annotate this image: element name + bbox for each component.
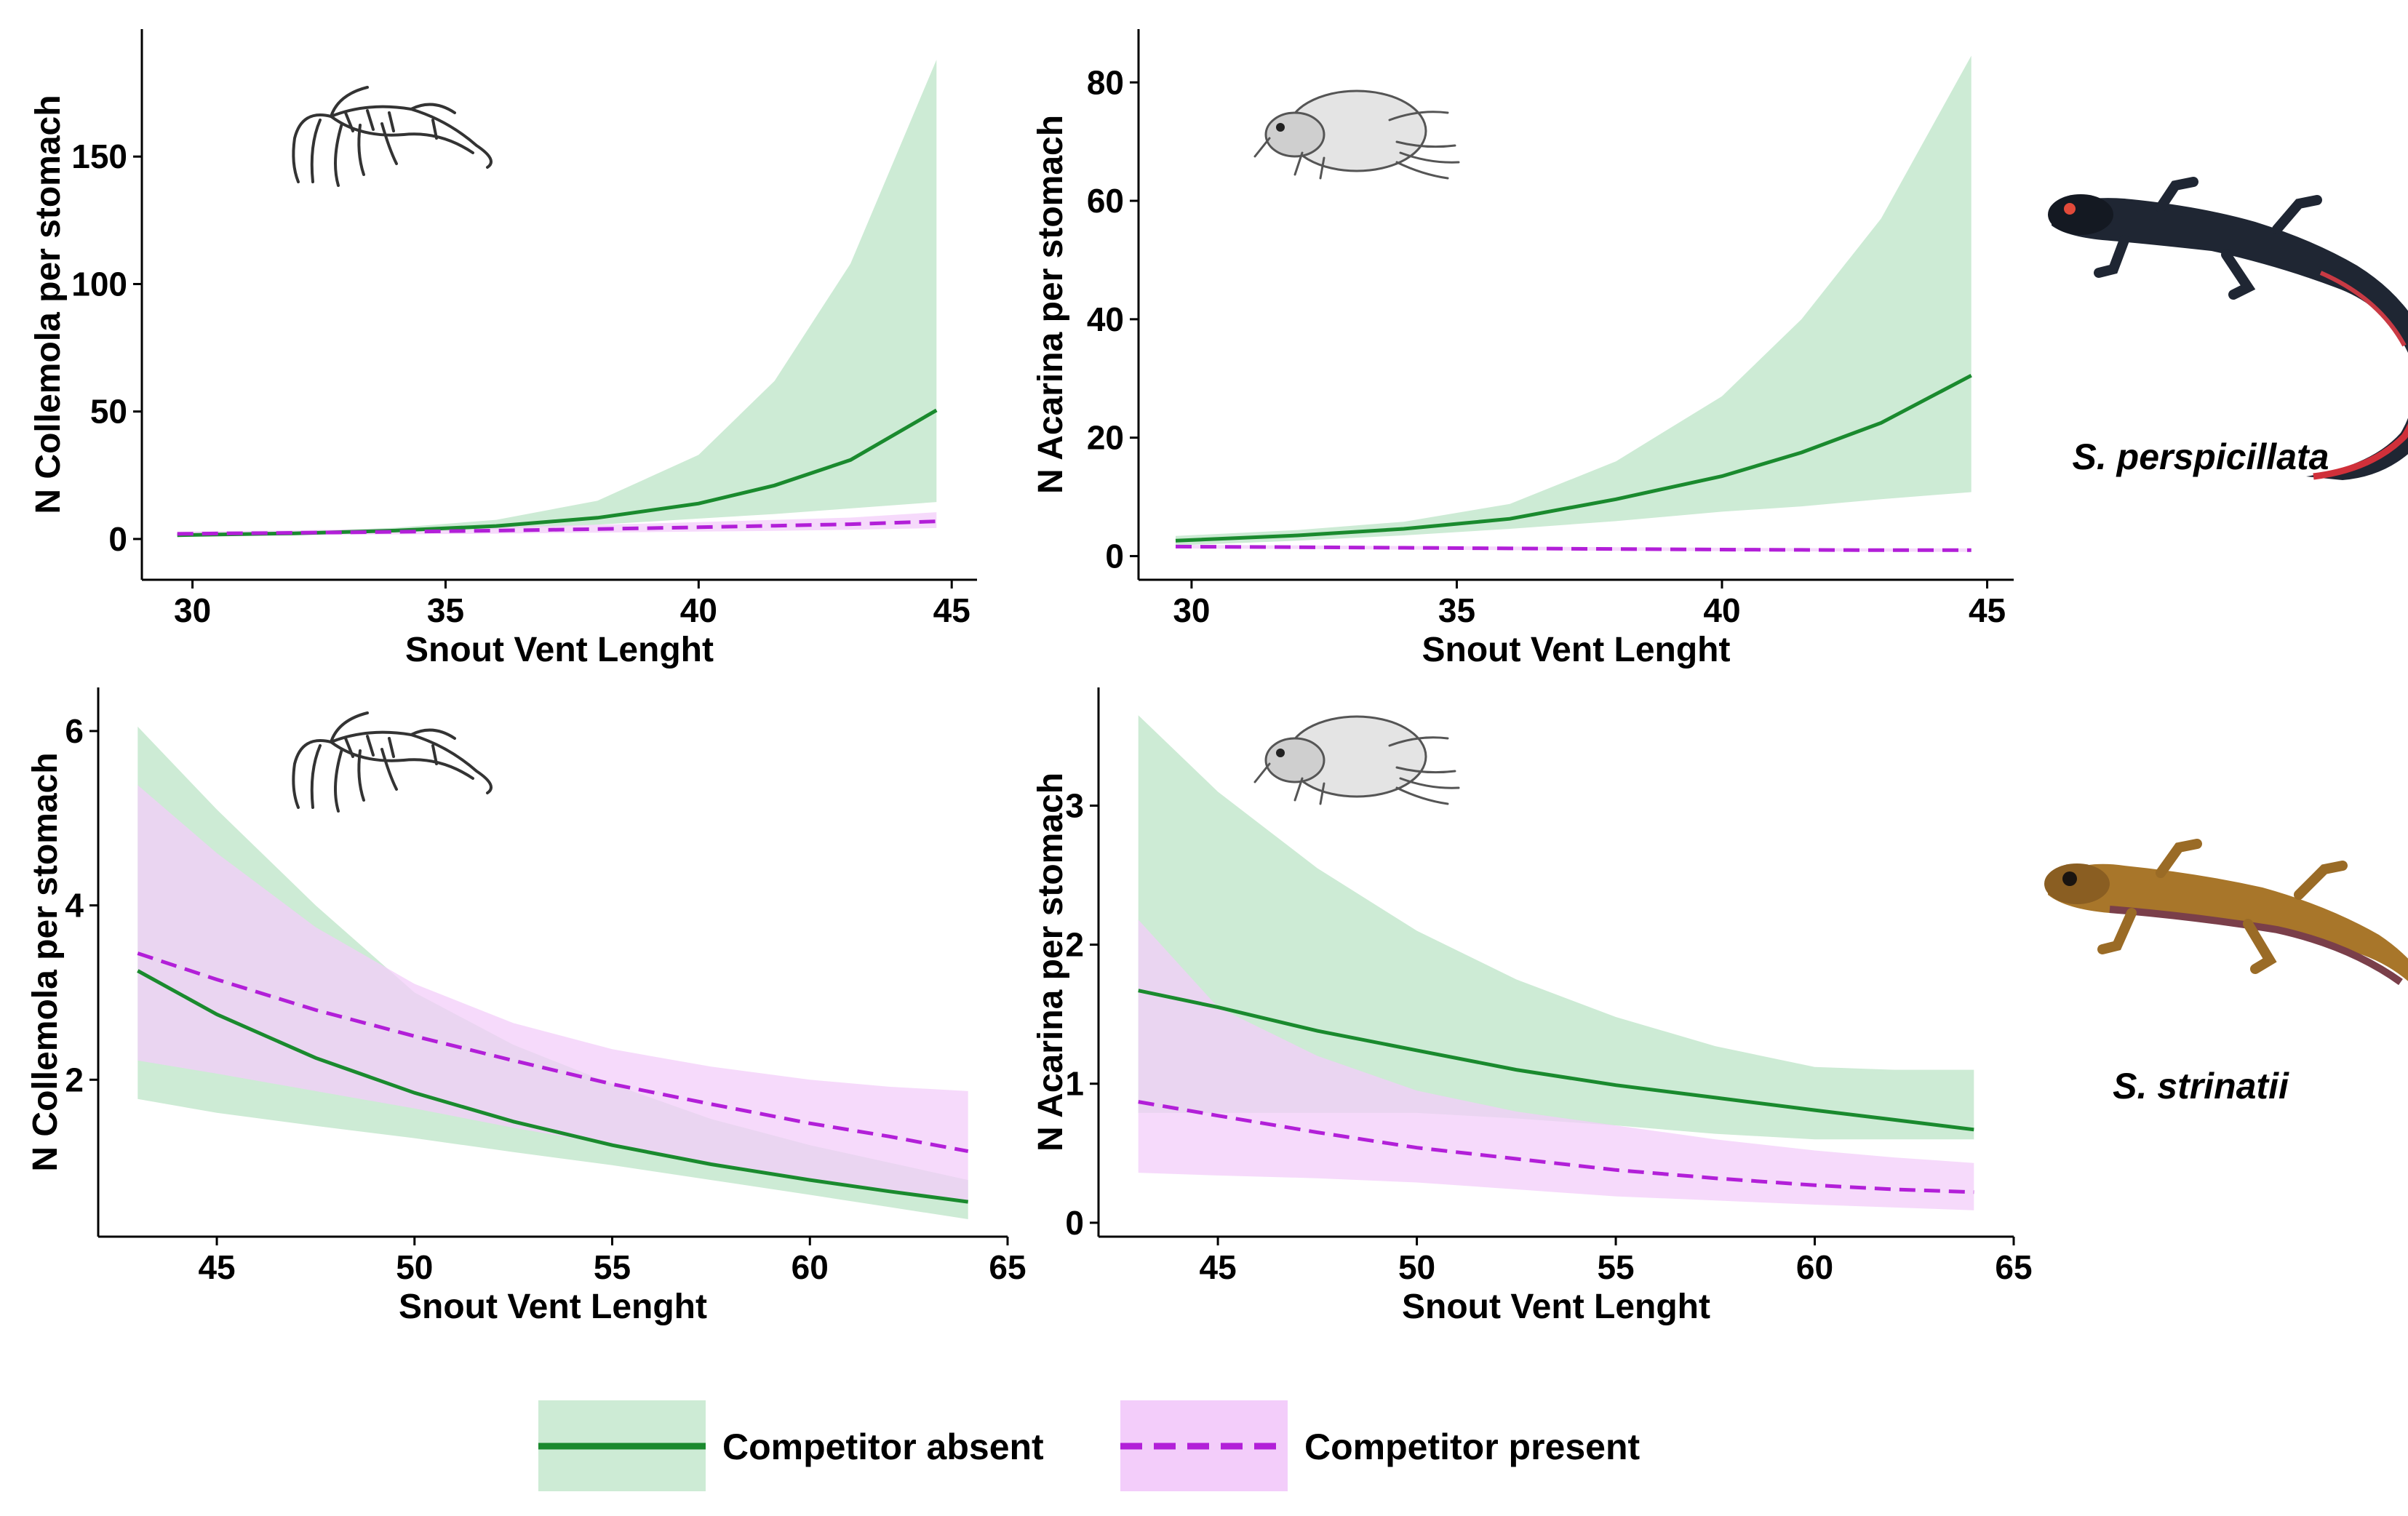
springtail-icon (292, 86, 493, 187)
series-line-present (137, 952, 969, 1154)
x-tick-label: 60 (1796, 1248, 1833, 1286)
x-axis-label: Snout Vent Lenght (1402, 1288, 1710, 1326)
y-axis-label: N Collemola per stomach (26, 752, 65, 1171)
confidence-band-present (137, 785, 968, 1200)
series-line-absent (137, 969, 969, 1204)
x-tick-label: 35 (1438, 591, 1475, 629)
y-tick-label: 3 (1065, 786, 1084, 824)
series-line-present (1138, 1100, 1974, 1194)
x-tick-label: 45 (933, 591, 970, 629)
x-tick-label: 45 (198, 1248, 235, 1286)
series-line-absent (1138, 989, 1974, 1132)
mite-icon (1253, 715, 1460, 805)
x-tick-label: 50 (396, 1248, 433, 1286)
springtail-icon (292, 711, 493, 813)
x-tick-label: 65 (989, 1248, 1026, 1286)
x-axis-label: Snout Vent Lenght (399, 1288, 707, 1326)
confidence-band-absent (1138, 715, 1974, 1140)
y-tick-label: 60 (1087, 182, 1124, 220)
series-line-present (1175, 544, 1972, 552)
species-label: S. perspicillata (2073, 436, 2329, 477)
y-tick-label: 6 (65, 712, 84, 750)
y-tick-label: 0 (1105, 537, 1124, 575)
x-tick-label: 30 (1173, 591, 1210, 629)
y-tick-label: 1 (1065, 1065, 1084, 1103)
y-tick-label: 0 (108, 520, 127, 558)
y-tick-label: 150 (71, 137, 127, 175)
x-tick-label: 55 (1597, 1248, 1634, 1286)
x-axis-label: Snout Vent Lenght (1422, 631, 1731, 669)
y-tick-label: 80 (1087, 63, 1124, 101)
x-axis-label: Snout Vent Lenght (405, 631, 714, 669)
panel-collembola-strinatii: 45 50 55 60 65 2 4 6 Snout Vent Lenght N Collemol… (26, 687, 1026, 1326)
x-tick-label: 40 (680, 591, 717, 629)
x-tick-label: 45 (1200, 1248, 1237, 1286)
x-tick-label: 50 (1398, 1248, 1435, 1286)
series-line-absent (1175, 373, 1972, 543)
y-tick-label: 40 (1087, 300, 1124, 338)
panel-collembola-perspicillata: 30 35 40 45 0 50 100 150 Snout Vent Lenght N Coll… (29, 29, 977, 669)
legend: Competitor absent Competitor present (538, 1400, 1640, 1491)
legend-absent-label: Competitor absent (722, 1427, 1044, 1467)
x-tick-label: 45 (1969, 591, 2006, 629)
confidence-band-absent (1176, 55, 1972, 546)
y-axis-label: N Collemola per stomach (29, 95, 68, 514)
y-axis-label: N Acarina per stomach (1032, 773, 1070, 1152)
legend-present-label: Competitor present (1304, 1427, 1640, 1467)
y-tick-label: 4 (65, 887, 84, 925)
y-axis-label: N Acarina per stomach (1032, 115, 1070, 494)
dark-salamander-icon (2048, 177, 2408, 480)
panel-acarina-perspicillata: 30 35 40 45 0 20 40 60 80 Snout Vent Lenght N Acar… (1032, 29, 2014, 669)
x-tick-label: 65 (1995, 1248, 2032, 1286)
y-tick-label: 100 (71, 265, 127, 303)
x-tick-label: 30 (174, 591, 211, 629)
y-tick-label: 2 (1065, 926, 1084, 964)
x-tick-label: 40 (1703, 591, 1740, 629)
x-tick-label: 60 (792, 1248, 829, 1286)
mite-icon (1253, 89, 1460, 180)
y-tick-label: 2 (65, 1061, 84, 1098)
x-tick-label: 55 (594, 1248, 631, 1286)
series-line-present (177, 519, 937, 536)
panel-acarina-strinatii: 45 50 55 60 65 0 1 2 3 Snout Vent Lenght N Acarina… (1032, 687, 2033, 1326)
confidence-band-absent (177, 60, 937, 537)
y-tick-label: 0 (1065, 1204, 1084, 1242)
y-tick-label: 50 (90, 393, 127, 431)
y-tick-label: 20 (1087, 419, 1124, 457)
brown-salamander-icon (2044, 839, 2408, 986)
x-tick-label: 35 (427, 591, 464, 629)
species-label: S. strinatii (2113, 1066, 2289, 1106)
